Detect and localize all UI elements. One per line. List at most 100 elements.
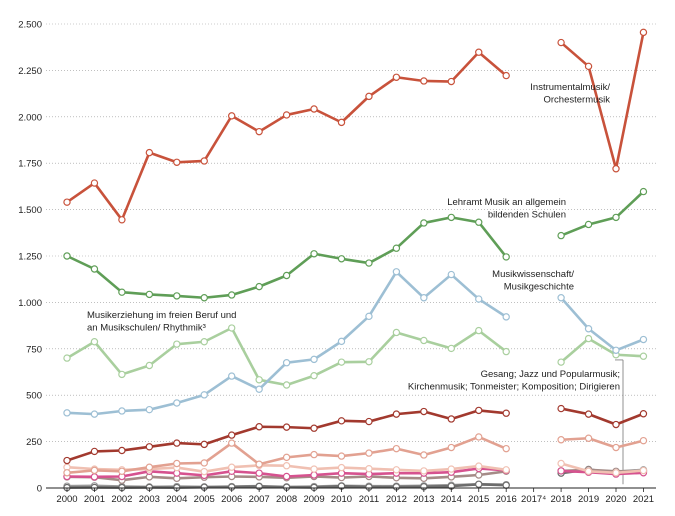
data-point [282, 423, 291, 431]
data-point [475, 480, 483, 488]
annotation-line: Musikgeschichte [504, 282, 574, 293]
data-point [639, 436, 648, 445]
data-point [90, 265, 99, 273]
series-4 [63, 404, 648, 465]
data-point [584, 334, 593, 343]
data-point [475, 406, 483, 415]
x-tick-label: 2013 [413, 494, 434, 505]
data-point [173, 459, 181, 468]
data-point [310, 471, 318, 479]
data-point [282, 453, 291, 462]
data-point [118, 407, 126, 415]
data-point [282, 111, 291, 119]
data-point [365, 449, 373, 457]
data-point [282, 381, 291, 389]
x-tick-label: 2001 [84, 494, 105, 505]
x-tick-label: 2000 [56, 494, 77, 505]
data-point [63, 198, 71, 206]
series-5 [63, 433, 648, 477]
data-point [310, 105, 318, 113]
x-tick-label: 2008 [276, 494, 297, 505]
x-tick-label: 2018 [551, 494, 572, 505]
annotation-4: Gesang; Jazz und Popularmusik; Kirchenmus… [408, 369, 620, 393]
annotation-line: Musikerziehung im freien Beruf und [87, 310, 236, 321]
series-line [65, 31, 645, 222]
x-tick-label: 2007 [249, 494, 270, 505]
x-tick-label: 2006 [221, 494, 242, 505]
data-point [557, 294, 565, 302]
data-point [392, 268, 401, 276]
data-point [447, 465, 455, 473]
annotation-line: Musikwissenschaft/ [492, 269, 574, 280]
data-point [392, 328, 401, 337]
annotation-3: Musikerziehung im freien Beruf und an Mus… [87, 310, 236, 334]
data-point [420, 407, 428, 416]
data-point [447, 77, 455, 86]
data-point [310, 372, 318, 380]
data-point [475, 48, 483, 56]
data-point [502, 409, 510, 417]
data-point [612, 346, 620, 354]
x-tick-label: 2002 [111, 494, 132, 505]
data-point [639, 352, 648, 360]
data-point [365, 259, 373, 267]
data-point [639, 466, 648, 475]
data-point [392, 466, 401, 474]
x-tick-label: 2014 [441, 494, 462, 505]
y-tick-label: 2.250 [18, 66, 42, 77]
x-tick-label: 2004 [166, 494, 187, 505]
annotation-line: Instrumentalmusik/ [530, 82, 610, 93]
data-point [502, 313, 510, 321]
annotation-line: Gesang; Jazz und Popularmusik; [481, 369, 620, 380]
data-point [420, 467, 428, 475]
data-point [447, 415, 455, 423]
data-point [145, 148, 154, 157]
data-point [475, 326, 483, 335]
data-point [612, 469, 620, 477]
data-point [639, 28, 648, 37]
data-point [584, 325, 593, 333]
data-point [63, 469, 71, 477]
data-point [227, 439, 236, 447]
data-point [475, 462, 483, 470]
data-point [557, 404, 565, 413]
x-tick-label: 2012 [386, 494, 407, 505]
data-point [447, 443, 455, 452]
data-point [255, 460, 263, 468]
data-point [227, 291, 236, 299]
data-point [475, 433, 483, 441]
data-point [337, 255, 346, 263]
data-point [392, 444, 401, 453]
data-point [63, 409, 71, 417]
data-point [255, 469, 263, 477]
data-point [639, 187, 648, 196]
x-tick-label: 2015 [468, 494, 489, 505]
y-tick-label: 1.500 [18, 205, 42, 216]
series-lines [63, 28, 648, 492]
y-tick-label: 1.250 [18, 252, 42, 263]
x-tick-label: 2010 [331, 494, 352, 505]
data-point [145, 405, 154, 414]
annotation-line: Kirchenmusik; Tonmeister; Komposition; D… [408, 382, 620, 393]
data-point [639, 335, 648, 344]
annotation-0: Instrumentalmusik/Orchestermusik [530, 82, 610, 106]
x-tick-label: 2009 [303, 494, 324, 505]
data-point [612, 213, 620, 222]
data-point [255, 385, 263, 393]
data-point [475, 471, 483, 479]
data-point [145, 361, 154, 370]
data-point [90, 466, 99, 475]
y-tick-label: 1.750 [18, 159, 42, 170]
y-tick-label: 250 [26, 437, 42, 448]
data-point [612, 443, 620, 452]
data-point [502, 466, 510, 474]
data-point [90, 447, 99, 456]
data-point [200, 440, 208, 449]
data-point [502, 347, 510, 356]
data-point [173, 292, 181, 300]
data-point [337, 417, 346, 425]
data-point [282, 359, 291, 367]
y-tick-label: 0 [37, 484, 42, 495]
data-point [200, 157, 208, 165]
